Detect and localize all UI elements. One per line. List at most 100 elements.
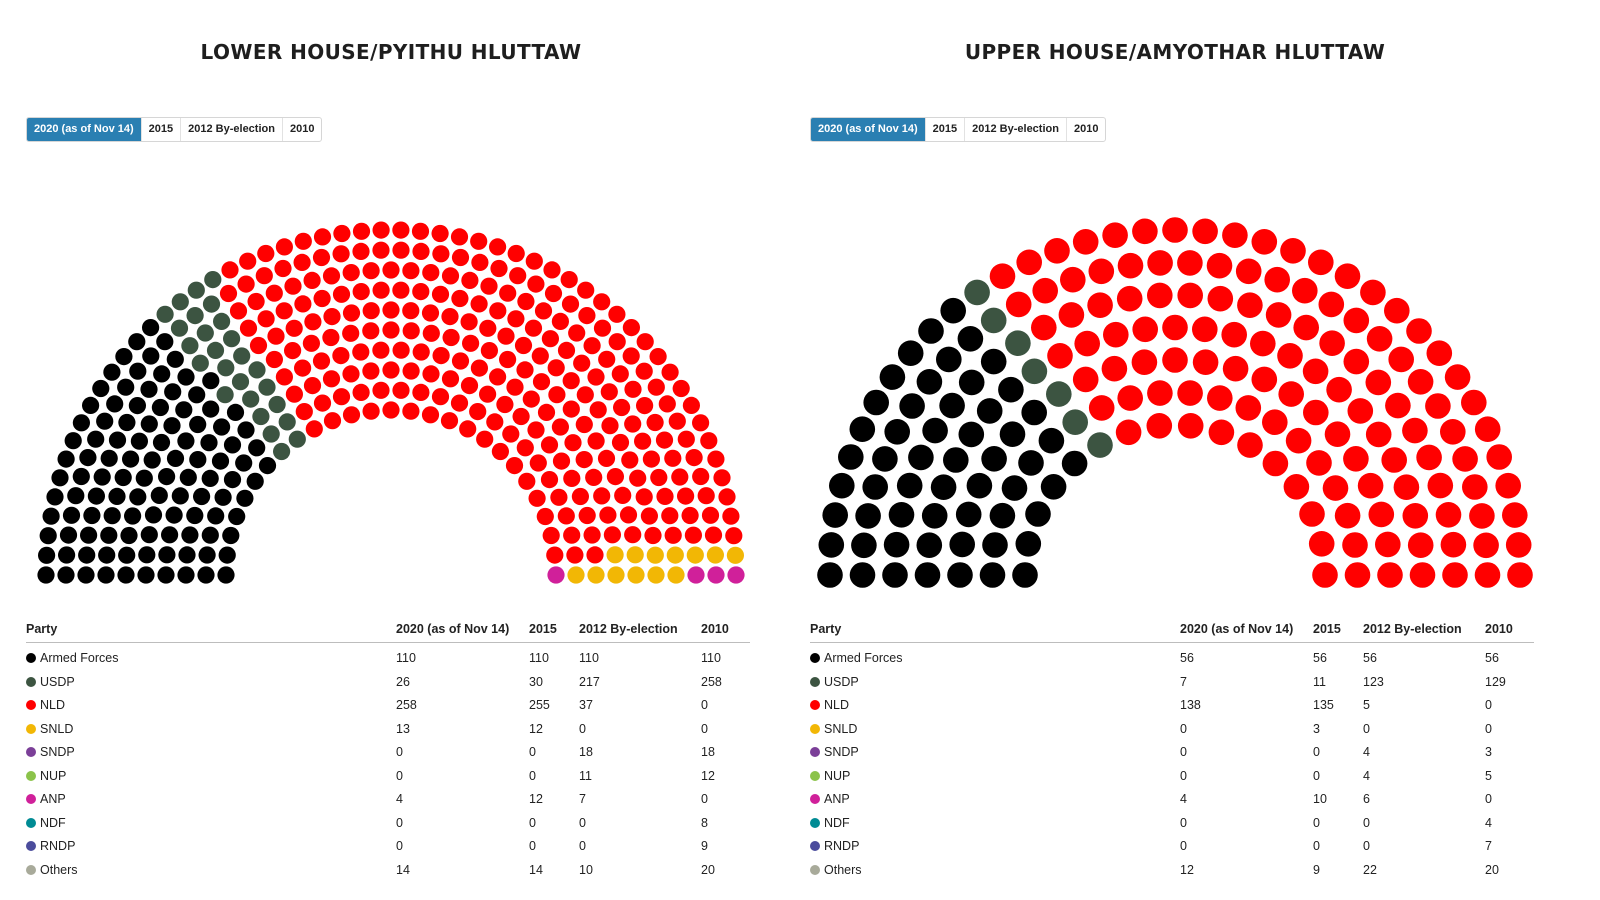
seat-armed-forces: [72, 467, 90, 486]
seat-nld: [255, 267, 273, 285]
seat-nld: [1312, 562, 1338, 588]
seat-armed-forces: [884, 419, 910, 445]
seat-nld: [265, 350, 283, 369]
seat-nld: [647, 378, 665, 396]
lower-house-panel: LOWER HOUSE/PYITHU HLUTTAW 2020 (as of N…: [26, 0, 786, 900]
seat-nld: [1262, 409, 1288, 436]
party-cell: RNDP: [810, 839, 859, 853]
table-row: Armed Forces 110 110 110 110: [26, 648, 750, 672]
seat-nld: [499, 284, 517, 302]
seat-nld: [1237, 292, 1263, 318]
col-2020-header: 2020 (as of Nov 14): [1180, 622, 1294, 636]
seat-armed-forces: [849, 416, 876, 443]
seat-nld: [517, 292, 535, 311]
seat-nld: [1235, 395, 1262, 421]
seat-snld: [706, 546, 725, 564]
seat-armed-forces: [908, 444, 934, 471]
seat-nld: [507, 244, 525, 263]
seat-armed-forces: [193, 487, 211, 506]
party-name: NLD: [40, 698, 66, 712]
upper-house-panel: UPPER HOUSE/AMYOTHAR HLUTTAW 2020 (as of…: [810, 0, 1570, 900]
seat-nld: [1177, 282, 1203, 309]
seat-snld: [726, 546, 745, 564]
party-color-dot: [810, 864, 820, 875]
seat-nld: [274, 259, 292, 278]
seat-nld: [629, 469, 647, 487]
seat-armed-forces: [1021, 399, 1047, 426]
seat-usdp: [187, 281, 205, 299]
seat-snld: [626, 546, 644, 564]
seat-nld: [432, 347, 450, 365]
seat-count-v2015: 30: [529, 674, 543, 689]
seat-nld: [342, 324, 360, 342]
seat-armed-forces: [108, 431, 127, 449]
seat-snld: [667, 566, 685, 584]
seat-nld: [1072, 366, 1099, 393]
party-name: USDP: [40, 674, 75, 689]
seat-count-v2010: 20: [1485, 862, 1499, 877]
seat-nld: [672, 379, 690, 398]
seat-nld: [440, 412, 459, 430]
seat-nld: [664, 526, 682, 544]
seat-armed-forces: [178, 546, 196, 564]
seat-armed-forces: [979, 562, 1006, 588]
seat-count-v2012: 0: [1363, 815, 1370, 830]
seat-nld: [509, 267, 527, 285]
seat-nld: [578, 506, 596, 525]
tab-2010[interactable]: 2010: [1073, 123, 1099, 135]
seat-usdp: [268, 395, 286, 414]
seat-count-v2012: 4: [1363, 768, 1370, 783]
seat-nld: [1087, 292, 1113, 318]
seat-nld: [322, 267, 341, 285]
seat-count-v2015: 255: [529, 698, 550, 712]
seat-nld: [692, 414, 710, 432]
party-cell: NDF: [810, 816, 850, 830]
seat-nld: [322, 370, 341, 388]
seat-table: Party 2020 (as of Nov 14) 2015 2012 By-elec…: [26, 618, 750, 883]
seat-nld: [589, 401, 607, 419]
seat-count-v2012: 0: [579, 815, 586, 830]
seat-nld: [392, 221, 410, 239]
seat-armed-forces: [838, 444, 864, 470]
party-name: NLD: [824, 698, 850, 712]
seat-armed-forces: [1018, 450, 1044, 476]
seat-nld: [1116, 285, 1143, 312]
seat-count-v2020: 4: [1180, 792, 1187, 806]
seat-armed-forces: [137, 566, 155, 584]
seat-usdp: [1046, 381, 1072, 407]
seat-nld: [496, 395, 514, 414]
seat-armed-forces: [77, 566, 95, 584]
party-name: RNDP: [824, 839, 860, 853]
seat-nld: [1462, 474, 1488, 500]
table-row: Armed Forces 56 56 56 56: [810, 648, 1534, 672]
seat-armed-forces: [998, 376, 1024, 403]
tab-2015[interactable]: 2015: [926, 118, 966, 141]
tab-2012-by-election[interactable]: 2012 By-election: [965, 118, 1067, 141]
seat-nld: [1435, 502, 1462, 528]
seat-nld: [284, 342, 302, 360]
seat-nld: [681, 506, 699, 525]
seat-count-v2012: 0: [579, 839, 586, 853]
seat-nld: [1452, 446, 1478, 472]
seat-usdp: [186, 307, 204, 325]
tab-2010[interactable]: 2010: [289, 123, 315, 135]
seat-armed-forces: [202, 372, 220, 390]
tab-2012-by-election[interactable]: 2012 By-election: [181, 118, 283, 141]
seat-usdp: [202, 295, 221, 313]
seat-nld: [531, 347, 549, 365]
seat-nld: [1322, 475, 1349, 501]
tab-2020[interactable]: 2020 (as of Nov 14): [27, 118, 142, 141]
seat-nld: [524, 319, 543, 337]
tab-2020[interactable]: 2020 (as of Nov 14): [811, 118, 926, 141]
seat-nld: [489, 238, 507, 256]
tab-2015[interactable]: 2015: [142, 118, 182, 141]
seat-nld: [543, 261, 561, 279]
seat-nld: [563, 526, 581, 544]
seat-nld: [1388, 346, 1414, 373]
seat-nld: [275, 302, 293, 320]
seat-usdp: [964, 279, 990, 306]
seat-nld: [527, 421, 545, 439]
seat-armed-forces: [897, 340, 924, 366]
seat-nld: [1409, 562, 1436, 588]
seat-nld: [1444, 364, 1471, 390]
